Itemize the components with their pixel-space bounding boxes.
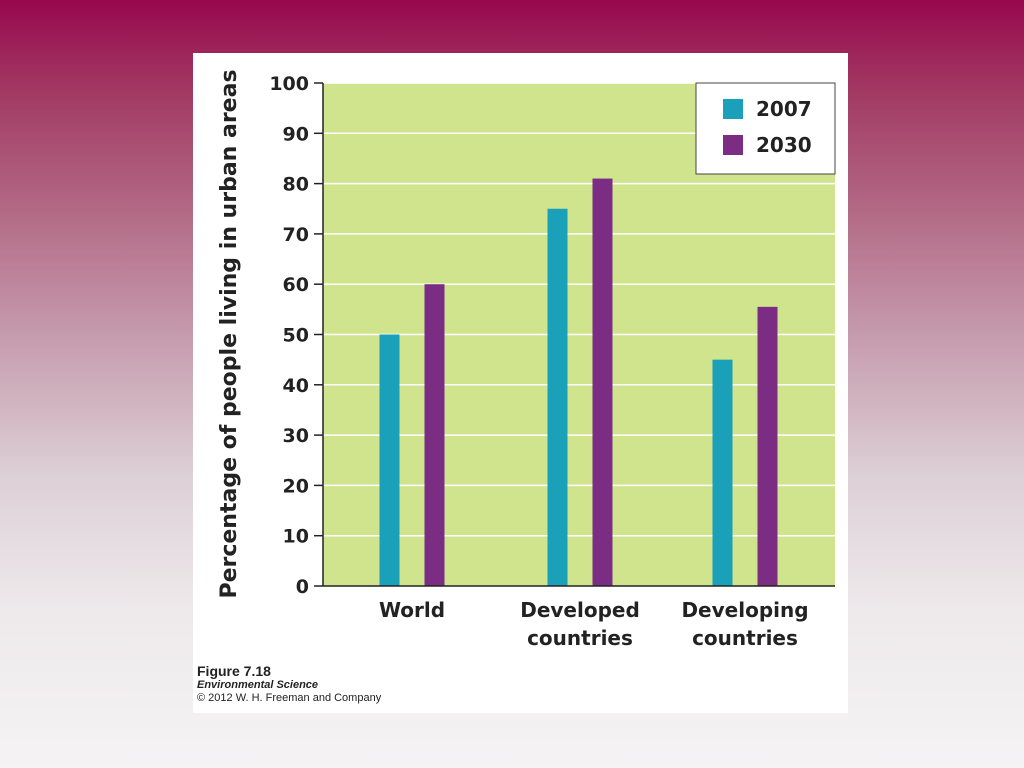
bar-2007-developing-countries	[713, 360, 733, 586]
category-labels: World Developed countries Developing countri…	[379, 598, 809, 650]
y-axis-ticks: 0 10 20 30 40 50 60 70 80 90 100	[269, 73, 323, 598]
bar-2030-developing-countries	[758, 307, 778, 586]
y-tick-label-90: 90	[283, 123, 309, 145]
legend-swatch-2007	[723, 99, 743, 119]
legend-label-2030: 2030	[756, 133, 812, 157]
book-title: Environmental Science	[197, 679, 381, 692]
legend-label-2007: 2007	[756, 97, 812, 121]
y-tick-label-20: 20	[283, 475, 309, 497]
y-axis-label: Percentage of people living in urban are…	[217, 69, 242, 598]
figure-number: Figure 7.18	[197, 663, 381, 679]
y-tick-label-70: 70	[283, 224, 309, 246]
x-category-label: Developed countries	[520, 598, 640, 650]
x-category-label: Developing countries	[681, 598, 808, 650]
bar-2030-world	[425, 284, 445, 586]
bar-2007-developed-countries	[548, 209, 568, 586]
bar-2030-developed-countries	[593, 179, 613, 586]
y-tick-label-10: 10	[283, 526, 309, 548]
figure-caption: Figure 7.18 Environmental Science © 2012…	[197, 663, 381, 704]
copyright-line: © 2012 W. H. Freeman and Company	[197, 692, 381, 705]
y-tick-label-50: 50	[283, 325, 309, 347]
x-category-label: World	[379, 598, 445, 622]
y-tick-label-80: 80	[283, 174, 309, 196]
y-tick-label-40: 40	[283, 375, 309, 397]
y-tick-label-0: 0	[296, 576, 309, 598]
figure-card: 0 10 20 30 40 50 60 70 80 90 100 World Developed cou…	[193, 53, 848, 713]
y-tick-label-60: 60	[283, 274, 309, 296]
y-tick-label-30: 30	[283, 425, 309, 447]
legend-swatch-2030	[723, 135, 743, 155]
legend: 2007 2030	[696, 83, 835, 174]
y-tick-label-100: 100	[269, 73, 309, 95]
bar-2007-world	[380, 335, 400, 587]
